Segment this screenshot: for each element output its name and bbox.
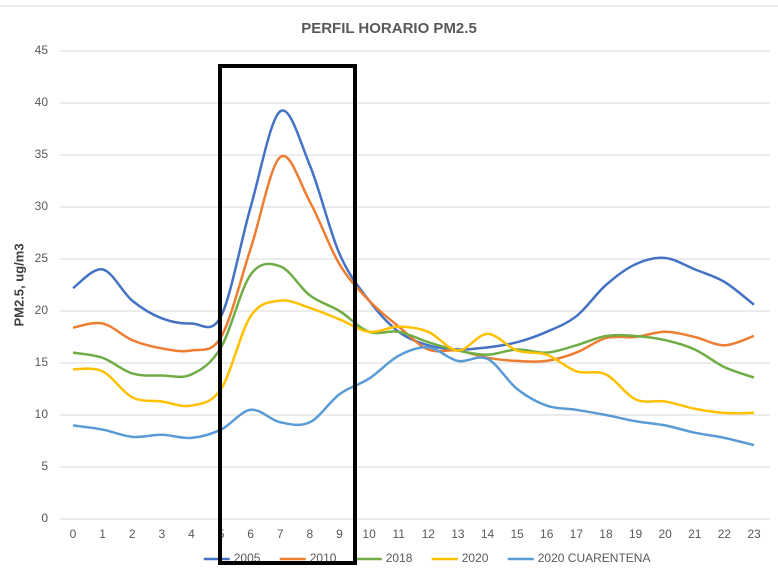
y-tick-label: 40: [35, 95, 49, 109]
y-tick-label: 25: [35, 251, 49, 265]
series-line: [72, 262, 755, 379]
chart-title: PERFIL HORARIO PM2.5: [301, 20, 477, 37]
x-tick-label: 13: [451, 527, 465, 541]
x-tick-label: 3: [158, 527, 165, 541]
x-tick-label: 17: [570, 527, 584, 541]
legend-label: 2020: [462, 551, 489, 565]
x-tick-label: 10: [362, 527, 376, 541]
y-tick-label: 5: [41, 459, 48, 473]
x-tick-label: 8: [307, 527, 314, 541]
legend-label: 2018: [386, 551, 413, 565]
x-tick-label: 6: [247, 527, 254, 541]
y-tick-label: 30: [35, 199, 49, 213]
x-tick-label: 12: [422, 527, 436, 541]
series-line: [72, 346, 755, 447]
x-tick-label: 4: [188, 527, 195, 541]
y-tick-label: 0: [41, 511, 48, 525]
y-tick-label: 35: [35, 147, 49, 161]
x-tick-label: 18: [599, 527, 613, 541]
x-tick-label: 2: [129, 527, 136, 541]
x-tick-label: 23: [747, 527, 761, 541]
x-tick-label: 9: [336, 527, 343, 541]
x-tick-label: 1: [99, 527, 106, 541]
x-tick-label: 21: [688, 527, 702, 541]
x-tick-label: 19: [629, 527, 643, 541]
y-tick-label: 45: [35, 43, 49, 57]
x-tick-label: 14: [481, 527, 495, 541]
y-axis-label: PM2.5, ug/m3: [11, 243, 26, 326]
series-line: [72, 299, 755, 415]
x-tick-label: 20: [658, 527, 672, 541]
highlight-box: [218, 64, 357, 565]
x-tick-label: 0: [70, 527, 77, 541]
x-tick-label: 7: [277, 527, 284, 541]
x-tick-label: 15: [510, 527, 524, 541]
y-tick-label: 10: [35, 407, 49, 421]
x-tick-label: 11: [392, 527, 405, 541]
y-tick-label: 15: [35, 355, 49, 369]
legend-label: 2020 CUARENTENA: [538, 551, 651, 565]
y-tick-label: 20: [35, 303, 49, 317]
x-tick-label: 16: [540, 527, 554, 541]
x-tick-label: 22: [718, 527, 732, 541]
